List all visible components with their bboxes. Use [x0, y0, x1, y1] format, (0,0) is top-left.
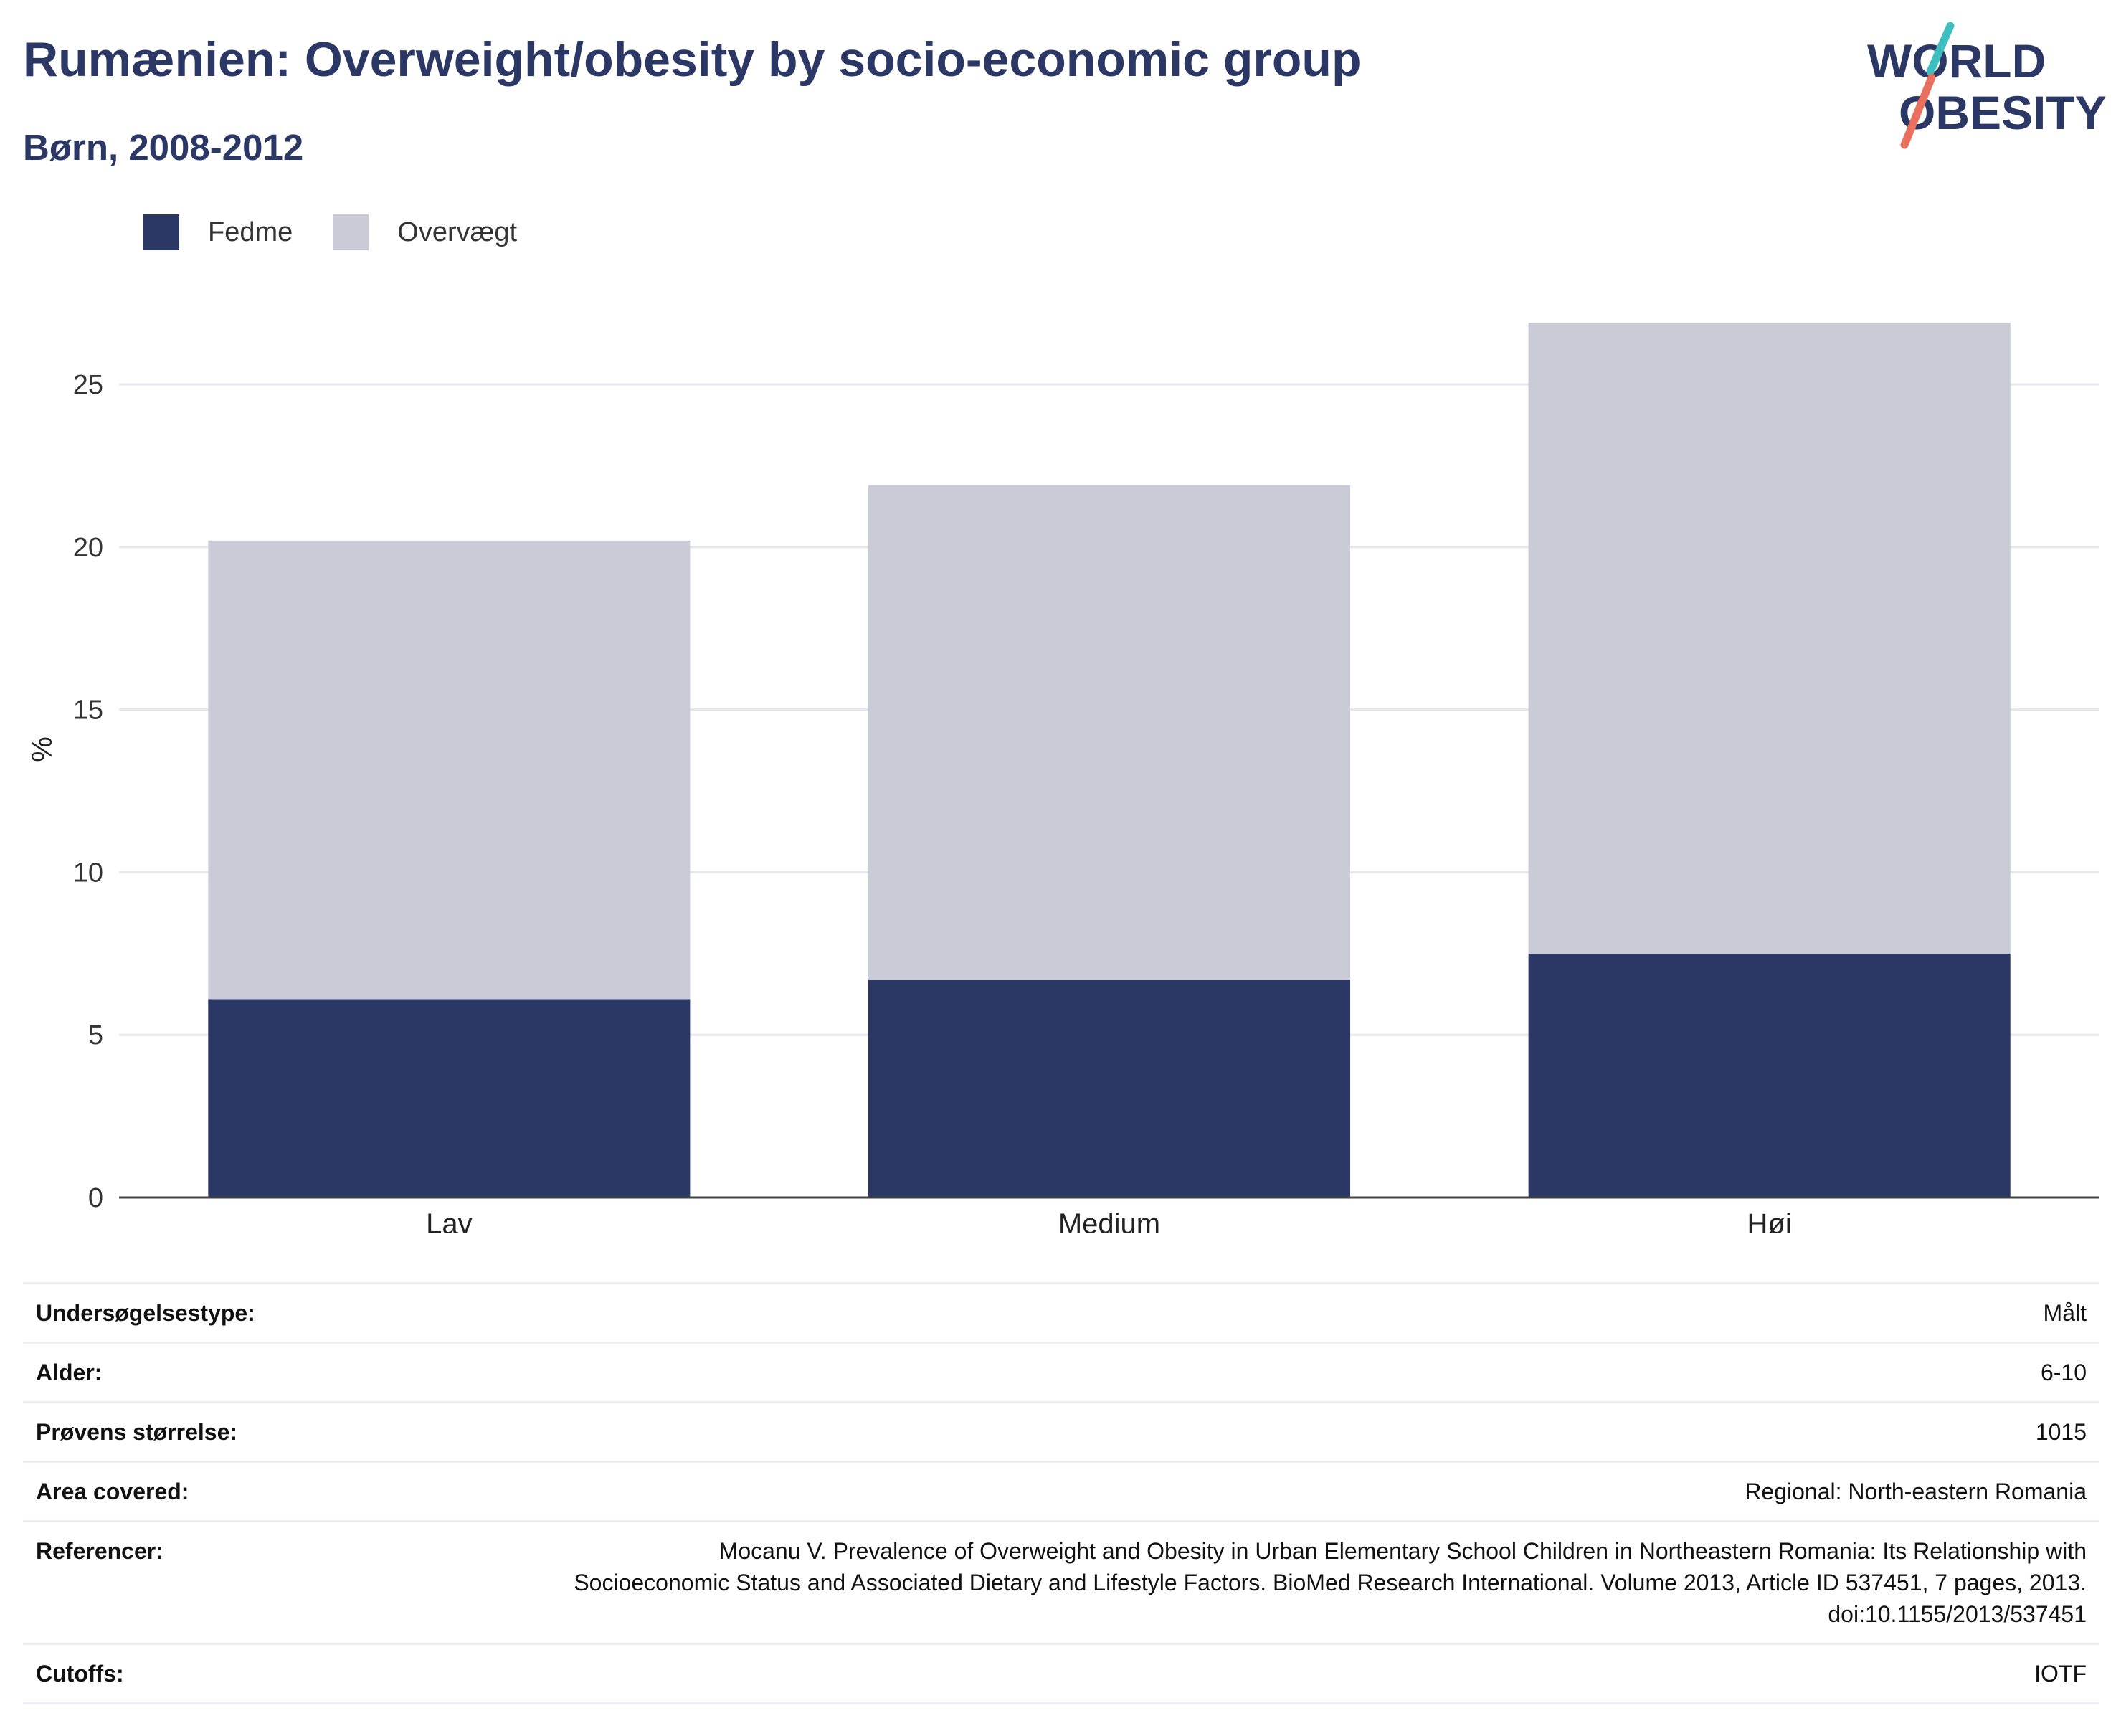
bar-fedme-1 [868, 980, 1351, 1197]
x-tick-label-1: Medium [1058, 1208, 1160, 1233]
survey-type-value: Målt [551, 1282, 2099, 1343]
area-covered-value: Regional: North-eastern Romania [551, 1461, 2099, 1522]
bar-overvaegt-0 [208, 540, 691, 1000]
chart-legend: Fedme Overvægt [143, 212, 557, 252]
stacked-bar-chart: 0 5 10 15 20 25% Lav Medium Høj [27, 322, 2099, 1233]
table-row: Area covered: Regional: North-eastern Ro… [23, 1461, 2099, 1522]
legend-label-fedme: Fedme [208, 217, 293, 247]
bar-fedme-2 [1528, 953, 2011, 1197]
y-tick-label-20: 20 [73, 533, 103, 563]
sample-size-value: 1015 [551, 1401, 2099, 1462]
references-key: Referencer: [23, 1520, 551, 1644]
logo-text-world: WORLD [1867, 34, 2046, 87]
table-row: Referencer: Mocanu V. Prevalence of Over… [23, 1520, 2099, 1644]
logo-slash-coral [1900, 73, 1936, 149]
chart-subtitle: Børn, 2008-2012 [23, 127, 304, 168]
y-axis-title: % [27, 736, 58, 762]
legend-label-overvaegt: Overvægt [397, 217, 518, 247]
x-tick-label-0: Lav [426, 1208, 473, 1233]
legend-item-overvaegt[interactable]: Overvægt [333, 214, 517, 250]
table-row: Undersøgelsestype: Målt [23, 1282, 2099, 1343]
table-row: Alder: 6-10 [23, 1342, 2099, 1403]
age-key: Alder: [23, 1342, 551, 1403]
y-tick-label-5: 5 [88, 1020, 103, 1050]
survey-type-key: Undersøgelsestype: [23, 1282, 551, 1343]
logo-text-obesity: OBESITY [1899, 86, 2107, 139]
area-covered-key: Area covered: [23, 1461, 551, 1522]
table-row: Cutoffs: IOTF [23, 1643, 2099, 1704]
chart-title: Rumænien: Overweight/obesity by socio-ec… [23, 32, 1362, 87]
y-tick-label-0: 0 [88, 1183, 103, 1213]
survey-details-table: Undersøgelsestype: Målt Alder: 6-10 Prøv… [23, 1282, 2099, 1704]
y-tick-label-10: 10 [73, 858, 103, 888]
world-obesity-logo: WORLD OBESITY [1867, 22, 2107, 149]
x-tick-label-2: Høj [1747, 1208, 1792, 1233]
table-row: Prøvens størrelse: 1015 [23, 1401, 2099, 1462]
sample-size-key: Prøvens størrelse: [23, 1401, 551, 1462]
bar-fedme-0 [208, 999, 691, 1197]
references-value: Mocanu V. Prevalence of Overweight and O… [574, 1538, 2087, 1627]
y-tick-label-25: 25 [73, 370, 103, 400]
cutoffs-key: Cutoffs: [23, 1643, 551, 1704]
bar-overvaegt-1 [868, 485, 1351, 980]
logo-slash-teal [1926, 22, 1955, 76]
bar-overvaegt-2 [1528, 322, 2011, 954]
y-tick-label-15: 15 [73, 696, 103, 726]
legend-swatch-fedme [143, 214, 179, 250]
cutoffs-value: IOTF [551, 1643, 2099, 1704]
legend-swatch-overvaegt [333, 214, 369, 250]
legend-item-fedme[interactable]: Fedme [143, 214, 293, 250]
age-value: 6-10 [551, 1342, 2099, 1403]
